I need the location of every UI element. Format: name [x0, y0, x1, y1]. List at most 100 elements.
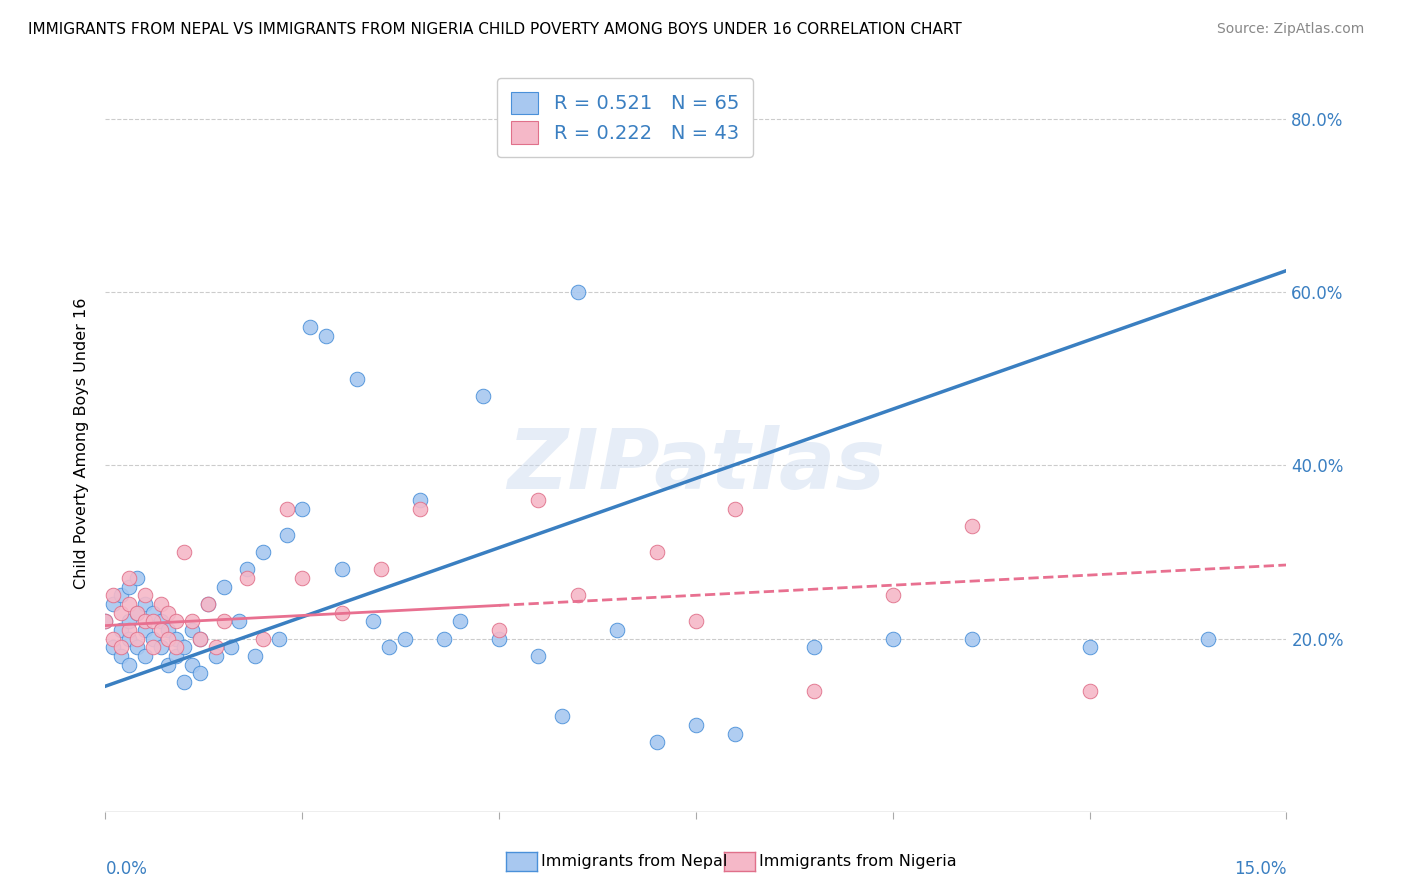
- Point: [94, 614, 117, 628]
- Point: [94, 614, 117, 628]
- Point: [118, 623, 141, 637]
- Point: [165, 640, 187, 655]
- Point: [724, 727, 747, 741]
- Point: [142, 614, 165, 628]
- Point: [1078, 683, 1101, 698]
- Point: [165, 648, 187, 663]
- Point: [157, 632, 180, 646]
- Point: [149, 614, 172, 628]
- Text: 0.0%: 0.0%: [105, 860, 148, 878]
- Point: [118, 580, 141, 594]
- Point: [236, 562, 259, 576]
- Point: [685, 614, 707, 628]
- Point: [134, 588, 156, 602]
- Point: [125, 571, 148, 585]
- Point: [291, 571, 314, 585]
- Point: [488, 632, 510, 646]
- Point: [433, 632, 456, 646]
- Point: [960, 632, 983, 646]
- Point: [212, 580, 235, 594]
- Point: [181, 657, 204, 672]
- Point: [276, 527, 298, 541]
- Point: [110, 588, 132, 602]
- Point: [567, 588, 589, 602]
- Text: Immigrants from Nigeria: Immigrants from Nigeria: [759, 855, 957, 869]
- Point: [882, 588, 904, 602]
- Point: [960, 519, 983, 533]
- Point: [188, 666, 211, 681]
- Point: [409, 493, 432, 508]
- Point: [204, 640, 226, 655]
- Point: [110, 623, 132, 637]
- Point: [134, 597, 156, 611]
- Point: [645, 735, 668, 749]
- Text: Source: ZipAtlas.com: Source: ZipAtlas.com: [1216, 22, 1364, 37]
- Point: [527, 648, 550, 663]
- Text: ZIPatlas: ZIPatlas: [508, 425, 884, 507]
- Legend: R = 0.521   N = 65, R = 0.222   N = 43: R = 0.521 N = 65, R = 0.222 N = 43: [498, 78, 752, 157]
- Point: [173, 640, 195, 655]
- Text: Immigrants from Nepal: Immigrants from Nepal: [541, 855, 728, 869]
- Point: [157, 657, 180, 672]
- Point: [165, 614, 187, 628]
- Point: [472, 389, 495, 403]
- Point: [567, 285, 589, 300]
- Point: [291, 501, 314, 516]
- Point: [252, 632, 274, 646]
- Point: [134, 623, 156, 637]
- Point: [346, 372, 368, 386]
- Point: [125, 606, 148, 620]
- Point: [330, 606, 353, 620]
- Point: [276, 501, 298, 516]
- Point: [645, 545, 668, 559]
- Point: [110, 648, 132, 663]
- Point: [118, 632, 141, 646]
- Point: [118, 571, 141, 585]
- Point: [134, 648, 156, 663]
- Point: [125, 640, 148, 655]
- Point: [330, 562, 353, 576]
- Point: [134, 614, 156, 628]
- Point: [315, 328, 337, 343]
- Text: IMMIGRANTS FROM NEPAL VS IMMIGRANTS FROM NIGERIA CHILD POVERTY AMONG BOYS UNDER : IMMIGRANTS FROM NEPAL VS IMMIGRANTS FROM…: [28, 22, 962, 37]
- Point: [142, 606, 165, 620]
- Point: [378, 640, 401, 655]
- Point: [361, 614, 384, 628]
- Point: [267, 632, 290, 646]
- Point: [142, 632, 165, 646]
- Point: [243, 648, 266, 663]
- Point: [299, 319, 322, 334]
- Point: [409, 501, 432, 516]
- Point: [110, 640, 132, 655]
- Point: [173, 545, 195, 559]
- Point: [197, 597, 219, 611]
- Point: [803, 640, 825, 655]
- Point: [103, 632, 125, 646]
- Point: [165, 632, 187, 646]
- Point: [157, 606, 180, 620]
- Point: [110, 606, 132, 620]
- Point: [527, 493, 550, 508]
- Point: [125, 632, 148, 646]
- Text: 15.0%: 15.0%: [1234, 860, 1286, 878]
- Point: [157, 623, 180, 637]
- Point: [685, 718, 707, 732]
- Point: [236, 571, 259, 585]
- Point: [103, 597, 125, 611]
- Point: [118, 657, 141, 672]
- Y-axis label: Child Poverty Among Boys Under 16: Child Poverty Among Boys Under 16: [75, 298, 90, 590]
- Point: [370, 562, 392, 576]
- Point: [1197, 632, 1219, 646]
- Point: [606, 623, 628, 637]
- Point: [204, 648, 226, 663]
- Point: [149, 597, 172, 611]
- Point: [118, 614, 141, 628]
- Point: [803, 683, 825, 698]
- Point: [173, 674, 195, 689]
- Point: [181, 623, 204, 637]
- Point: [103, 588, 125, 602]
- Point: [197, 597, 219, 611]
- Point: [882, 632, 904, 646]
- Point: [551, 709, 574, 723]
- Point: [188, 632, 211, 646]
